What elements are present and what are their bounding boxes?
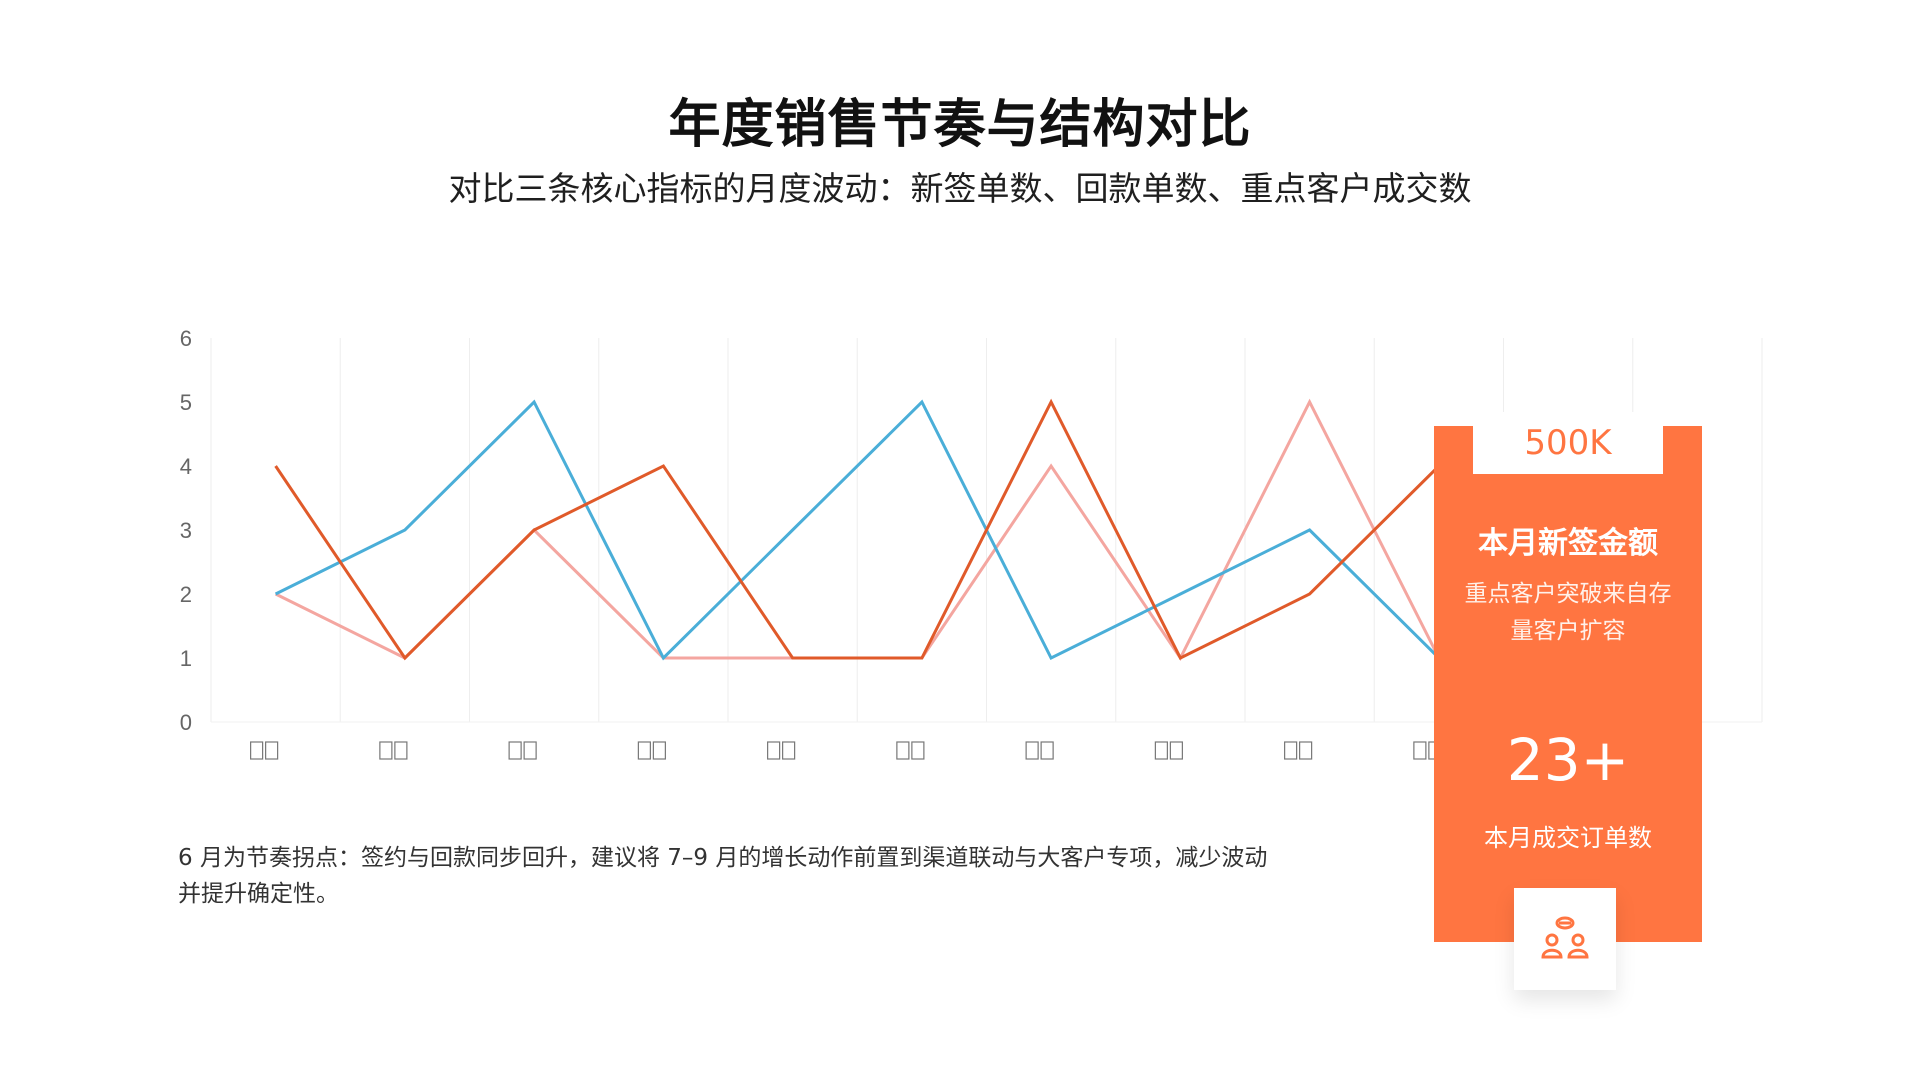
x-tick-label	[637, 741, 666, 760]
x-tick-label	[1284, 741, 1313, 760]
y-tick-label: 3	[180, 518, 192, 543]
card-top-value: 500K	[1473, 412, 1663, 474]
y-tick-label: 5	[180, 390, 192, 415]
card-icon-box	[1514, 888, 1616, 990]
customer-group-icon	[1541, 916, 1589, 959]
card-order-count: 23+	[1506, 726, 1630, 794]
y-tick-label: 1	[180, 646, 192, 671]
chart-title: 年度销售节奏与结构对比	[668, 95, 1252, 155]
x-tick-label	[250, 741, 279, 760]
x-tick-label	[1154, 741, 1183, 760]
card-description: 重点客户突破来自存量客户扩容	[1464, 581, 1672, 644]
y-tick-label: 0	[180, 710, 192, 735]
y-tick-label: 2	[180, 582, 192, 607]
summary-card: 本月新签金额 重点客户突破来自存量客户扩容 23+ 本月成交订单数	[1434, 426, 1702, 942]
x-tick-label	[379, 741, 408, 760]
x-tick-label	[767, 741, 796, 760]
series-line-1	[274, 398, 1440, 661]
series-line-2	[274, 399, 1440, 661]
x-tick-label	[508, 741, 537, 760]
x-tick-label	[1025, 741, 1054, 760]
chart-subtitle: 对比三条核心指标的月度波动：新签单数、回款单数、重点客户成交数	[448, 169, 1472, 208]
y-tick-label: 6	[180, 326, 192, 351]
card-heading: 本月新签金额	[1478, 526, 1658, 561]
y-tick-label: 4	[180, 454, 192, 479]
chart-series	[274, 398, 1441, 661]
card-order-label: 本月成交订单数	[1484, 824, 1652, 852]
x-tick-label	[896, 741, 925, 760]
insight-note: 6 月为节奏拐点：签约与回款同步回升，建议将 7–9 月的增长动作前置到渠道联动…	[178, 845, 1268, 907]
